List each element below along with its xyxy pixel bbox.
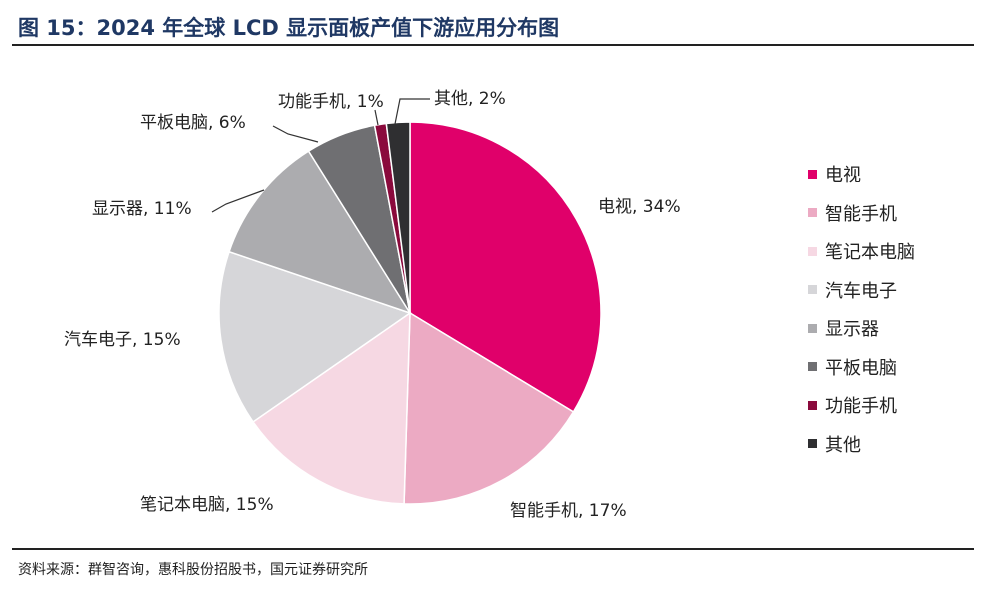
- legend-item: 功能手机: [808, 386, 915, 425]
- slice-labels: 电视, 34% 智能手机, 17% 笔记本电脑, 15% 汽车电子, 15% 显示器, …: [64, 89, 681, 521]
- legend-label: 显示器: [825, 319, 879, 341]
- leader-line-7: [374, 109, 379, 126]
- chart-legend: 电视智能手机笔记本电脑汽车电子显示器平板电脑功能手机其他: [808, 155, 915, 463]
- legend-swatch: [808, 169, 817, 179]
- legend-label: 功能手机: [825, 396, 897, 418]
- figure-title: 图 15：2024 年全球 LCD 显示面板产值下游应用分布图: [18, 16, 560, 40]
- legend-swatch: [808, 246, 817, 256]
- pie-slice-1: [409, 121, 602, 413]
- legend-label: 其他: [825, 434, 861, 456]
- legend-label: 电视: [825, 165, 861, 187]
- legend-swatch: [808, 400, 817, 410]
- pie-slices: [218, 121, 602, 505]
- leader-line-6: [272, 125, 319, 143]
- slice-label-2: 智能手机, 17%: [510, 501, 627, 521]
- slice-label-8: 其他, 2%: [434, 89, 506, 109]
- pie-slice-5: [228, 150, 412, 315]
- leader-line-5: [211, 189, 265, 213]
- legend-item: 其他: [808, 425, 915, 464]
- slice-label-5: 显示器, 11%: [92, 199, 192, 219]
- slice-label-6: 平板电脑, 6%: [140, 113, 246, 133]
- legend-swatch: [808, 208, 817, 218]
- legend-label: 汽车电子: [825, 280, 897, 302]
- legend-label: 智能手机: [825, 203, 897, 225]
- legend-item: 笔记本电脑: [808, 232, 915, 271]
- pie-slice-4: [218, 250, 412, 423]
- slice-label-1: 电视, 34%: [598, 197, 681, 217]
- legend-swatch: [808, 362, 817, 372]
- pie-slice-3: [252, 311, 411, 505]
- leader-lines: [211, 98, 430, 213]
- legend-swatch: [808, 323, 817, 333]
- slice-label-3: 笔记本电脑, 15%: [140, 495, 274, 515]
- legend-swatch: [808, 285, 817, 295]
- legend-item: 智能手机: [808, 194, 915, 233]
- legend-item: 汽车电子: [808, 271, 915, 310]
- source-note: 资料来源：群智咨询，惠科股份招股书，国元证券研究所: [18, 562, 368, 578]
- legend-swatch: [808, 439, 817, 449]
- source-rule: [12, 548, 974, 550]
- leader-line-8: [394, 98, 430, 125]
- title-rule: [12, 44, 974, 46]
- legend-item: 显示器: [808, 309, 915, 348]
- legend-label: 笔记本电脑: [825, 242, 915, 264]
- slice-label-7: 功能手机, 1%: [278, 92, 384, 112]
- pie-slice-8: [385, 121, 411, 314]
- legend-item: 平板电脑: [808, 348, 915, 387]
- slice-label-4: 汽车电子, 15%: [64, 330, 181, 350]
- legend-item: 电视: [808, 155, 915, 194]
- pie-slice-2: [403, 311, 575, 505]
- legend-label: 平板电脑: [825, 357, 897, 379]
